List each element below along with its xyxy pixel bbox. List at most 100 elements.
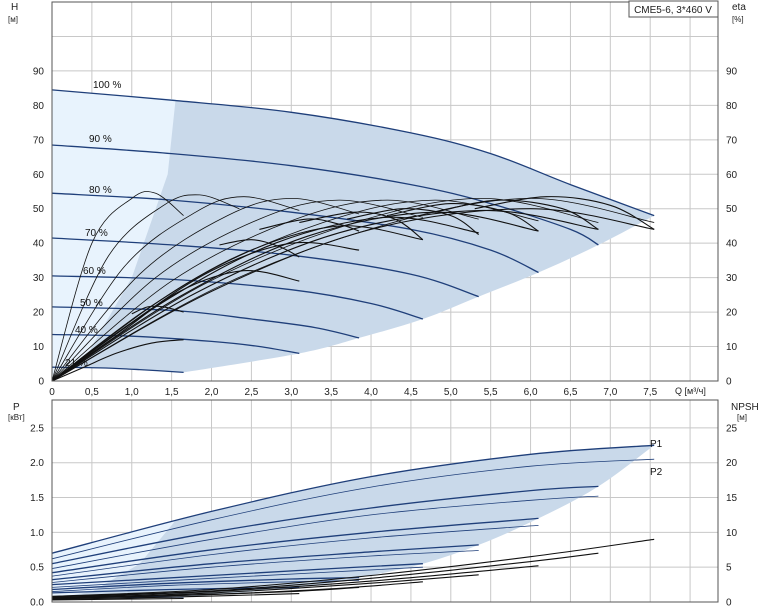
head-tick-2: 20	[33, 308, 45, 319]
flow-tick-6: 3,0	[284, 387, 298, 398]
flow-tick-13: 6,5	[563, 387, 577, 398]
flow-tick-4: 2,0	[205, 387, 219, 398]
npsh-curve-2	[51, 565, 539, 598]
eta-tick-0: 0	[726, 377, 732, 388]
speed-curve-label-6: 40 %	[75, 325, 98, 336]
title-box	[628, 0, 719, 18]
efficiency-end-5	[386, 203, 539, 232]
speed-curve-label-4: 60 %	[83, 266, 106, 277]
efficiency-curve-1	[51, 194, 240, 382]
power-axis-label: P	[13, 402, 20, 413]
npsh-curve-7	[51, 597, 184, 601]
npsh-tick-1: 5	[726, 563, 732, 574]
speed-curve-2	[51, 192, 539, 274]
efficiency-curve-13	[51, 216, 479, 382]
power-curves	[51, 444, 655, 601]
flow-tick-1: 0,5	[85, 387, 99, 398]
power-tick-3: 1.5	[30, 493, 44, 504]
p1-curve-3	[51, 544, 479, 581]
npsh-axis-unit: [м]	[737, 413, 747, 422]
efficiency-curve-2	[51, 196, 300, 382]
flow-tick-12: 6,0	[524, 387, 538, 398]
p1-series-label: P1	[650, 439, 663, 450]
power-tick-4: 2.0	[30, 458, 44, 469]
flow-tick-2: 1,0	[125, 387, 139, 398]
eta-tick-7: 70	[726, 135, 738, 146]
flow-tick-10: 5,0	[444, 387, 458, 398]
speed-curve-1	[51, 144, 599, 246]
npsh-tick-0: 0	[726, 598, 732, 609]
flow-tick-14: 7,0	[603, 387, 617, 398]
eta-tick-8: 80	[726, 101, 738, 112]
power-plot-axes: 0.0 0.5 1.0 1.5 2.0 2.5 0 5 10 15 20 25	[30, 423, 737, 608]
head-tick-0: 0	[38, 377, 44, 388]
p1-curve-2	[51, 517, 539, 574]
efficiency-curve-8	[51, 197, 655, 382]
head-plot-frame	[51, 1, 719, 382]
efficiency-curve-16	[51, 208, 655, 382]
head-tick-4: 40	[33, 239, 45, 250]
p2-curve-2	[51, 525, 539, 577]
npsh-curve-5	[51, 586, 360, 600]
power-axis-unit: [кВт]	[8, 413, 25, 422]
head-plot-axes: 0 10 20 30 40 50 60 70 80 90 0 10 20 30 40 50 60 70 80 90 0 0…	[33, 66, 738, 398]
power-tick-0: 0.0	[30, 598, 44, 609]
efficiency-curve-14	[51, 211, 539, 382]
efficiency-end-6	[434, 199, 599, 230]
power-region-low-flow	[52, 520, 176, 599]
speed-curve-label-0: 100 %	[93, 80, 121, 91]
p2-curve-3	[51, 550, 479, 583]
efficiency-curve-9	[51, 339, 184, 382]
efficiency-curve-3	[51, 197, 360, 382]
efficiency-end-3	[299, 211, 424, 241]
efficiency-end-2	[259, 218, 360, 232]
flow-tick-9: 4,5	[404, 387, 418, 398]
flow-tick-7: 3,5	[324, 387, 338, 398]
efficiency-end-4	[346, 208, 480, 236]
p2-curve-4	[51, 566, 423, 588]
flow-tick-3: 1,5	[165, 387, 179, 398]
p2-curve-1	[51, 495, 599, 569]
flow-tick-8: 4,0	[364, 387, 378, 398]
power-operating-region	[52, 445, 655, 599]
flow-axis-label: Q [м³/ч]	[675, 386, 706, 396]
eta-axis-unit: [%]	[732, 15, 744, 24]
p2-curve-0	[51, 458, 655, 560]
speed-curve-label-1: 90 %	[89, 134, 112, 145]
eta-axis-label: eta	[732, 2, 746, 13]
head-axis-label: H	[11, 2, 18, 13]
flow-tick-11: 5,5	[484, 387, 498, 398]
npsh-curve-6	[51, 593, 300, 600]
eta-tick-6: 60	[726, 170, 738, 181]
npsh-curve-3	[51, 574, 479, 599]
npsh-tick-5: 25	[726, 423, 738, 434]
flow-tick-15: 7,5	[643, 387, 657, 398]
npsh-curve-0	[51, 538, 655, 597]
speed-curve-label-2: 80 %	[89, 185, 112, 196]
flow-tick-0: 0	[49, 387, 55, 398]
speed-curve-3	[51, 237, 479, 298]
speed-curve-4	[51, 275, 424, 320]
efficiency-end-1	[219, 239, 300, 258]
efficiency-end-0	[131, 305, 184, 315]
head-tick-9: 90	[33, 66, 45, 77]
head-tick-6: 60	[33, 170, 45, 181]
eta-tick-9: 90	[726, 66, 738, 77]
head-region-fill	[52, 89, 655, 373]
efficiency-curve-15	[51, 209, 599, 382]
eta-tick-3: 30	[726, 273, 738, 284]
head-tick-1: 10	[33, 342, 45, 353]
power-tick-2: 1.0	[30, 528, 44, 539]
npsh-axis-label: NPSH	[731, 402, 759, 413]
power-plot-frame	[51, 399, 719, 603]
p1-curve-4	[51, 563, 423, 586]
efficiency-end-7	[474, 196, 655, 230]
speed-curve-label-5: 50 %	[80, 298, 103, 309]
head-axis-unit: [м]	[8, 15, 18, 24]
power-tick-1: 0.5	[30, 563, 44, 574]
head-tick-5: 50	[33, 204, 45, 215]
p1-curve-5	[51, 576, 360, 591]
speed-curve-0	[51, 89, 655, 217]
npsh-tick-4: 20	[726, 458, 738, 469]
